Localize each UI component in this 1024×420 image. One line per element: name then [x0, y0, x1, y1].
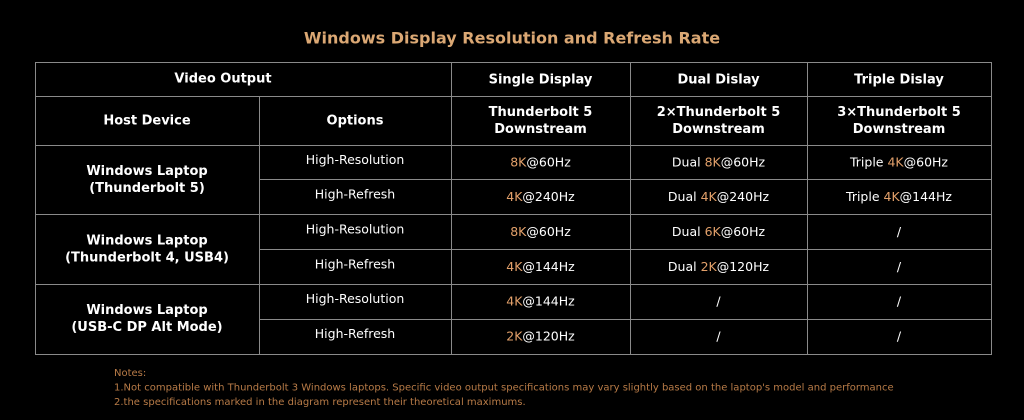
cell: / — [897, 293, 902, 308]
highlight: 4K — [506, 258, 523, 273]
subheader-cell: Options — [327, 114, 384, 129]
cell-text: @144Hz — [522, 293, 575, 308]
header-cell: Dual Dislay — [677, 73, 760, 88]
cell-text: / — [897, 293, 902, 308]
highlight: 8K — [510, 224, 527, 239]
cell: / — [716, 328, 721, 343]
cell: / — [716, 293, 721, 308]
cell: Dual 4K@240Hz — [668, 189, 770, 204]
cell: Triple 4K@144Hz — [845, 189, 952, 204]
subheader-cell: Downstream — [494, 122, 587, 137]
header-cell: Video Output — [174, 72, 271, 87]
cell-text: Dual — [672, 154, 705, 169]
cell-text: @60Hz — [721, 154, 766, 169]
cell-text: @120Hz — [717, 258, 770, 273]
cell: 4K@144Hz — [506, 258, 575, 273]
cell-text: @240Hz — [522, 189, 575, 204]
host-device: (Thunderbolt 4, USB4) — [65, 250, 229, 265]
cell-text: Dual — [668, 189, 701, 204]
highlight: 8K — [510, 154, 527, 169]
subheader-cell: 2×Thunderbolt 5 — [657, 105, 781, 120]
cell-text: Triple — [845, 189, 883, 204]
option: High-Resolution — [306, 152, 405, 167]
cell: / — [897, 224, 902, 239]
highlight: 4K — [506, 293, 523, 308]
cell-text: / — [897, 328, 902, 343]
highlight: 2K — [701, 258, 718, 273]
subheader-cell: Downstream — [672, 122, 765, 137]
note: Notes: — [114, 368, 146, 379]
cell-text: @60Hz — [721, 224, 766, 239]
cell-text: Dual — [668, 258, 701, 273]
option: High-Refresh — [315, 187, 395, 202]
header-cell: Triple Dislay — [854, 73, 944, 88]
subheader-cell: 3×Thunderbolt 5 — [837, 105, 961, 120]
host-device: Windows Laptop — [86, 164, 207, 179]
cell-text: @60Hz — [526, 154, 571, 169]
host-device: (Thunderbolt 5) — [89, 181, 205, 196]
cell-text: @60Hz — [904, 154, 949, 169]
cell: / — [897, 328, 902, 343]
cell: 8K@60Hz — [510, 154, 571, 169]
cell: / — [897, 258, 902, 273]
subheader-cell: Thunderbolt 5 — [489, 105, 593, 120]
highlight: 2K — [506, 328, 523, 343]
highlight: 4K — [884, 189, 901, 204]
cell-text: / — [716, 293, 721, 308]
cell: 2K@120Hz — [506, 328, 575, 343]
cell: 4K@144Hz — [506, 293, 575, 308]
cell-text: / — [897, 258, 902, 273]
host-device: Windows Laptop — [86, 233, 207, 248]
host-device: (USB-C DP Alt Mode) — [71, 320, 222, 335]
cell: 4K@240Hz — [506, 189, 575, 204]
cell-text: @120Hz — [522, 328, 575, 343]
cell: 8K@60Hz — [510, 224, 571, 239]
cell-text: Dual — [672, 224, 705, 239]
header-cell: Single Display — [489, 73, 593, 88]
option: High-Refresh — [315, 326, 395, 341]
highlight: 4K — [506, 189, 523, 204]
cell-text: / — [716, 328, 721, 343]
host-device: Windows Laptop — [86, 303, 207, 318]
highlight: 6K — [705, 224, 722, 239]
subheader-cell: Host Device — [103, 114, 191, 129]
cell-text: @144Hz — [522, 258, 575, 273]
cell-text: @144Hz — [900, 189, 953, 204]
subheader-cell: Downstream — [853, 122, 946, 137]
highlight: 4K — [887, 154, 904, 169]
highlight: 8K — [705, 154, 722, 169]
option: High-Refresh — [315, 256, 395, 271]
note: 2.the specifications marked in the diagr… — [114, 397, 526, 408]
highlight: 4K — [701, 189, 718, 204]
cell: Triple 4K@60Hz — [849, 154, 948, 169]
cell: Dual 8K@60Hz — [672, 154, 766, 169]
title: Windows Display Resolution and Refresh R… — [304, 29, 720, 48]
cell: Dual 2K@120Hz — [668, 258, 770, 273]
cell-text: @60Hz — [526, 224, 571, 239]
note: 1.Not compatible with Thunderbolt 3 Wind… — [114, 383, 894, 394]
table-grid — [35, 62, 992, 355]
cell-text: Triple — [849, 154, 887, 169]
option: High-Resolution — [306, 222, 405, 237]
cell: Dual 6K@60Hz — [672, 224, 766, 239]
cell-text: @240Hz — [717, 189, 770, 204]
cell-text: / — [897, 224, 902, 239]
option: High-Resolution — [306, 291, 405, 306]
